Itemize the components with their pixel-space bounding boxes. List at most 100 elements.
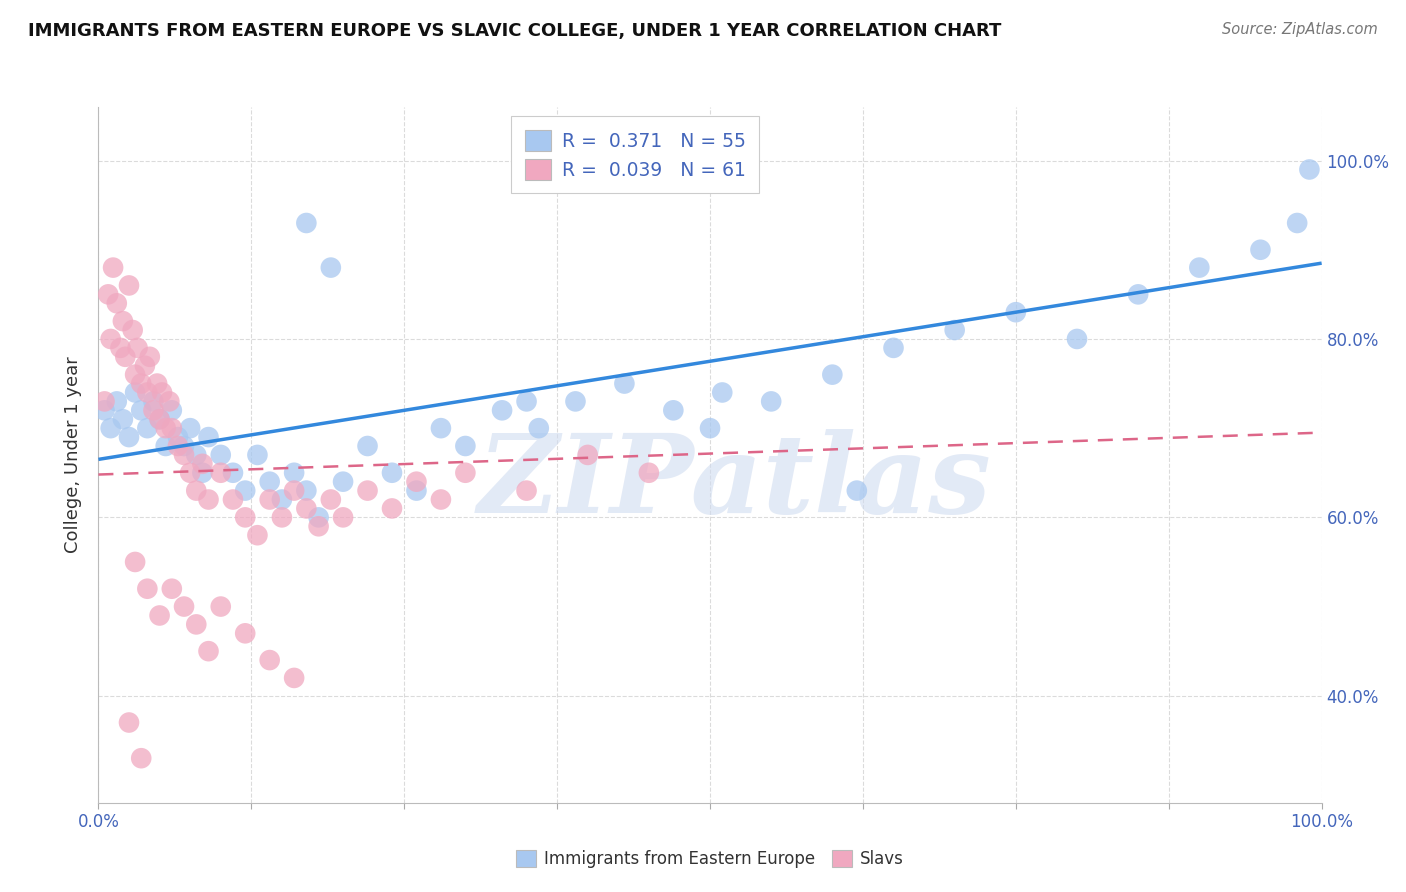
Point [136,582,159,596]
Point [246,448,269,462]
Point [173,599,195,614]
Point [454,466,477,480]
Point [186,483,208,498]
Point [259,653,281,667]
Point [157,394,180,409]
Text: IMMIGRANTS FROM EASTERN EUROPE VS SLAVIC COLLEGE, UNDER 1 YEAR CORRELATION CHART: IMMIGRANTS FROM EASTERN EUROPE VS SLAVIC… [28,22,1001,40]
Text: ZIPatlas: ZIPatlas [478,429,991,536]
Point [179,421,201,435]
Point [142,394,165,409]
Point [121,323,143,337]
Point [821,368,844,382]
Point [142,403,165,417]
Point [173,439,195,453]
Point [283,466,305,480]
Point [308,519,330,533]
Point [233,626,256,640]
Point [186,448,208,462]
Point [149,412,172,426]
Y-axis label: College, Under 1 year: College, Under 1 year [65,357,83,553]
Point [845,483,868,498]
Point [308,510,330,524]
Point [167,430,190,444]
Point [405,475,427,489]
Point [127,341,149,355]
Point [259,475,281,489]
Point [118,715,141,730]
Point [319,492,342,507]
Point [124,368,146,382]
Legend: Immigrants from Eastern Europe, Slavs: Immigrants from Eastern Europe, Slavs [509,843,911,874]
Point [1298,162,1320,177]
Point [638,466,661,480]
Point [259,492,281,507]
Point [129,751,152,765]
Point [332,510,354,524]
Point [1066,332,1088,346]
Point [139,350,162,364]
Point [943,323,966,337]
Point [105,296,128,310]
Point [430,421,453,435]
Point [197,430,219,444]
Point [209,466,232,480]
Point [515,483,537,498]
Point [160,403,183,417]
Point [699,421,721,435]
Point [186,617,208,632]
Point [319,260,342,275]
Point [191,466,214,480]
Point [515,394,537,409]
Point [332,475,354,489]
Point [149,608,172,623]
Point [173,448,195,462]
Point [197,492,219,507]
Point [124,385,146,400]
Point [191,457,214,471]
Point [246,528,269,542]
Point [111,314,134,328]
Point [1249,243,1271,257]
Point [160,582,183,596]
Point [233,510,256,524]
Point [114,350,136,364]
Point [100,332,122,346]
Point [295,216,318,230]
Point [93,394,115,409]
Point [430,492,453,507]
Point [295,501,318,516]
Point [1004,305,1026,319]
Point [405,483,427,498]
Point [883,341,905,355]
Point [270,492,294,507]
Point [155,439,177,453]
Point [150,385,173,400]
Point [129,376,152,391]
Point [356,483,378,498]
Point [146,376,169,391]
Point [209,599,232,614]
Point [110,341,132,355]
Point [662,403,685,417]
Point [111,412,134,426]
Point [222,492,245,507]
Point [283,671,305,685]
Point [136,421,159,435]
Point [576,448,599,462]
Point [1286,216,1309,230]
Point [155,421,177,435]
Point [356,439,378,453]
Point [97,287,120,301]
Point [160,421,183,435]
Point [179,466,201,480]
Point [454,439,477,453]
Point [295,483,318,498]
Point [222,466,245,480]
Point [101,260,124,275]
Point [149,412,172,426]
Point [129,403,152,417]
Point [1128,287,1150,301]
Point [134,359,156,373]
Point [124,555,146,569]
Point [233,483,256,498]
